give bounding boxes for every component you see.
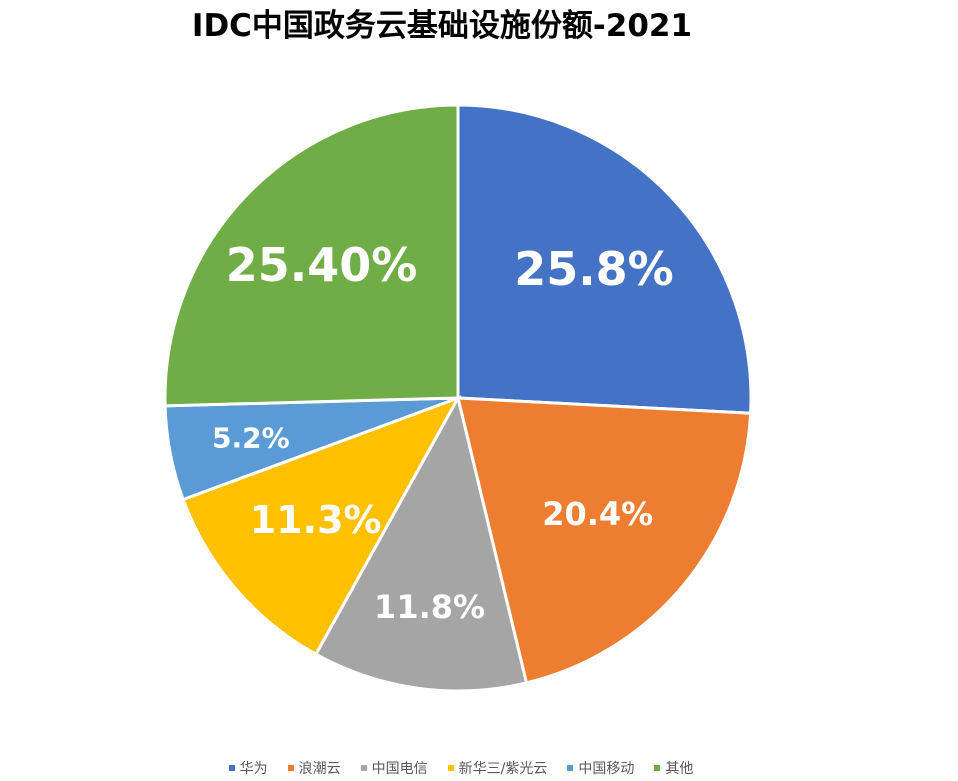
- legend-swatch-6: [654, 765, 661, 771]
- legend-label-3: 中国电信: [371, 761, 428, 777]
- legend: 华为 浪潮云 中国电信 新华三/紫光云 中国移动 其他: [0, 758, 922, 778]
- pie-slice-2: [456, 396, 753, 685]
- legend-label-6: 其他: [665, 761, 694, 777]
- data-label-4: 11.3%: [250, 498, 382, 542]
- data-label-1: 25.8%: [514, 242, 674, 296]
- legend-swatch-5: [567, 765, 574, 771]
- legend-swatch-2: [287, 765, 294, 771]
- data-label-2: 20.4%: [542, 495, 653, 533]
- pie-slice-3: [313, 393, 529, 693]
- legend-label-5: 中国移动: [578, 761, 635, 777]
- legend-item-4: 新华三/紫光云: [447, 758, 548, 778]
- legend-label-2: 浪潮云: [298, 761, 341, 777]
- chart-title: IDC中国政务云基础设施份额-2021: [191, 8, 693, 44]
- data-label-5: 5.2%: [212, 421, 290, 454]
- legend-item-3: 中国电信: [360, 758, 428, 778]
- legend-swatch-4: [447, 765, 454, 771]
- legend-label-1: 华为: [239, 761, 268, 777]
- data-label-6: 25.40%: [226, 238, 418, 292]
- legend-item-2: 浪潮云: [287, 758, 341, 778]
- legend-label-4: 新华三/紫光云: [458, 761, 548, 777]
- legend-swatch-1: [228, 765, 235, 771]
- legend-item-5: 中国移动: [567, 758, 634, 778]
- data-label-3: 11.8%: [374, 588, 485, 626]
- legend-item-6: 其他: [654, 758, 693, 778]
- legend-swatch-3: [360, 765, 367, 771]
- legend-item-1: 华为: [228, 758, 268, 778]
- pie-slice-4: [181, 395, 462, 657]
- pie-slice-1: [456, 103, 753, 415]
- pie-slice-6: [163, 103, 460, 408]
